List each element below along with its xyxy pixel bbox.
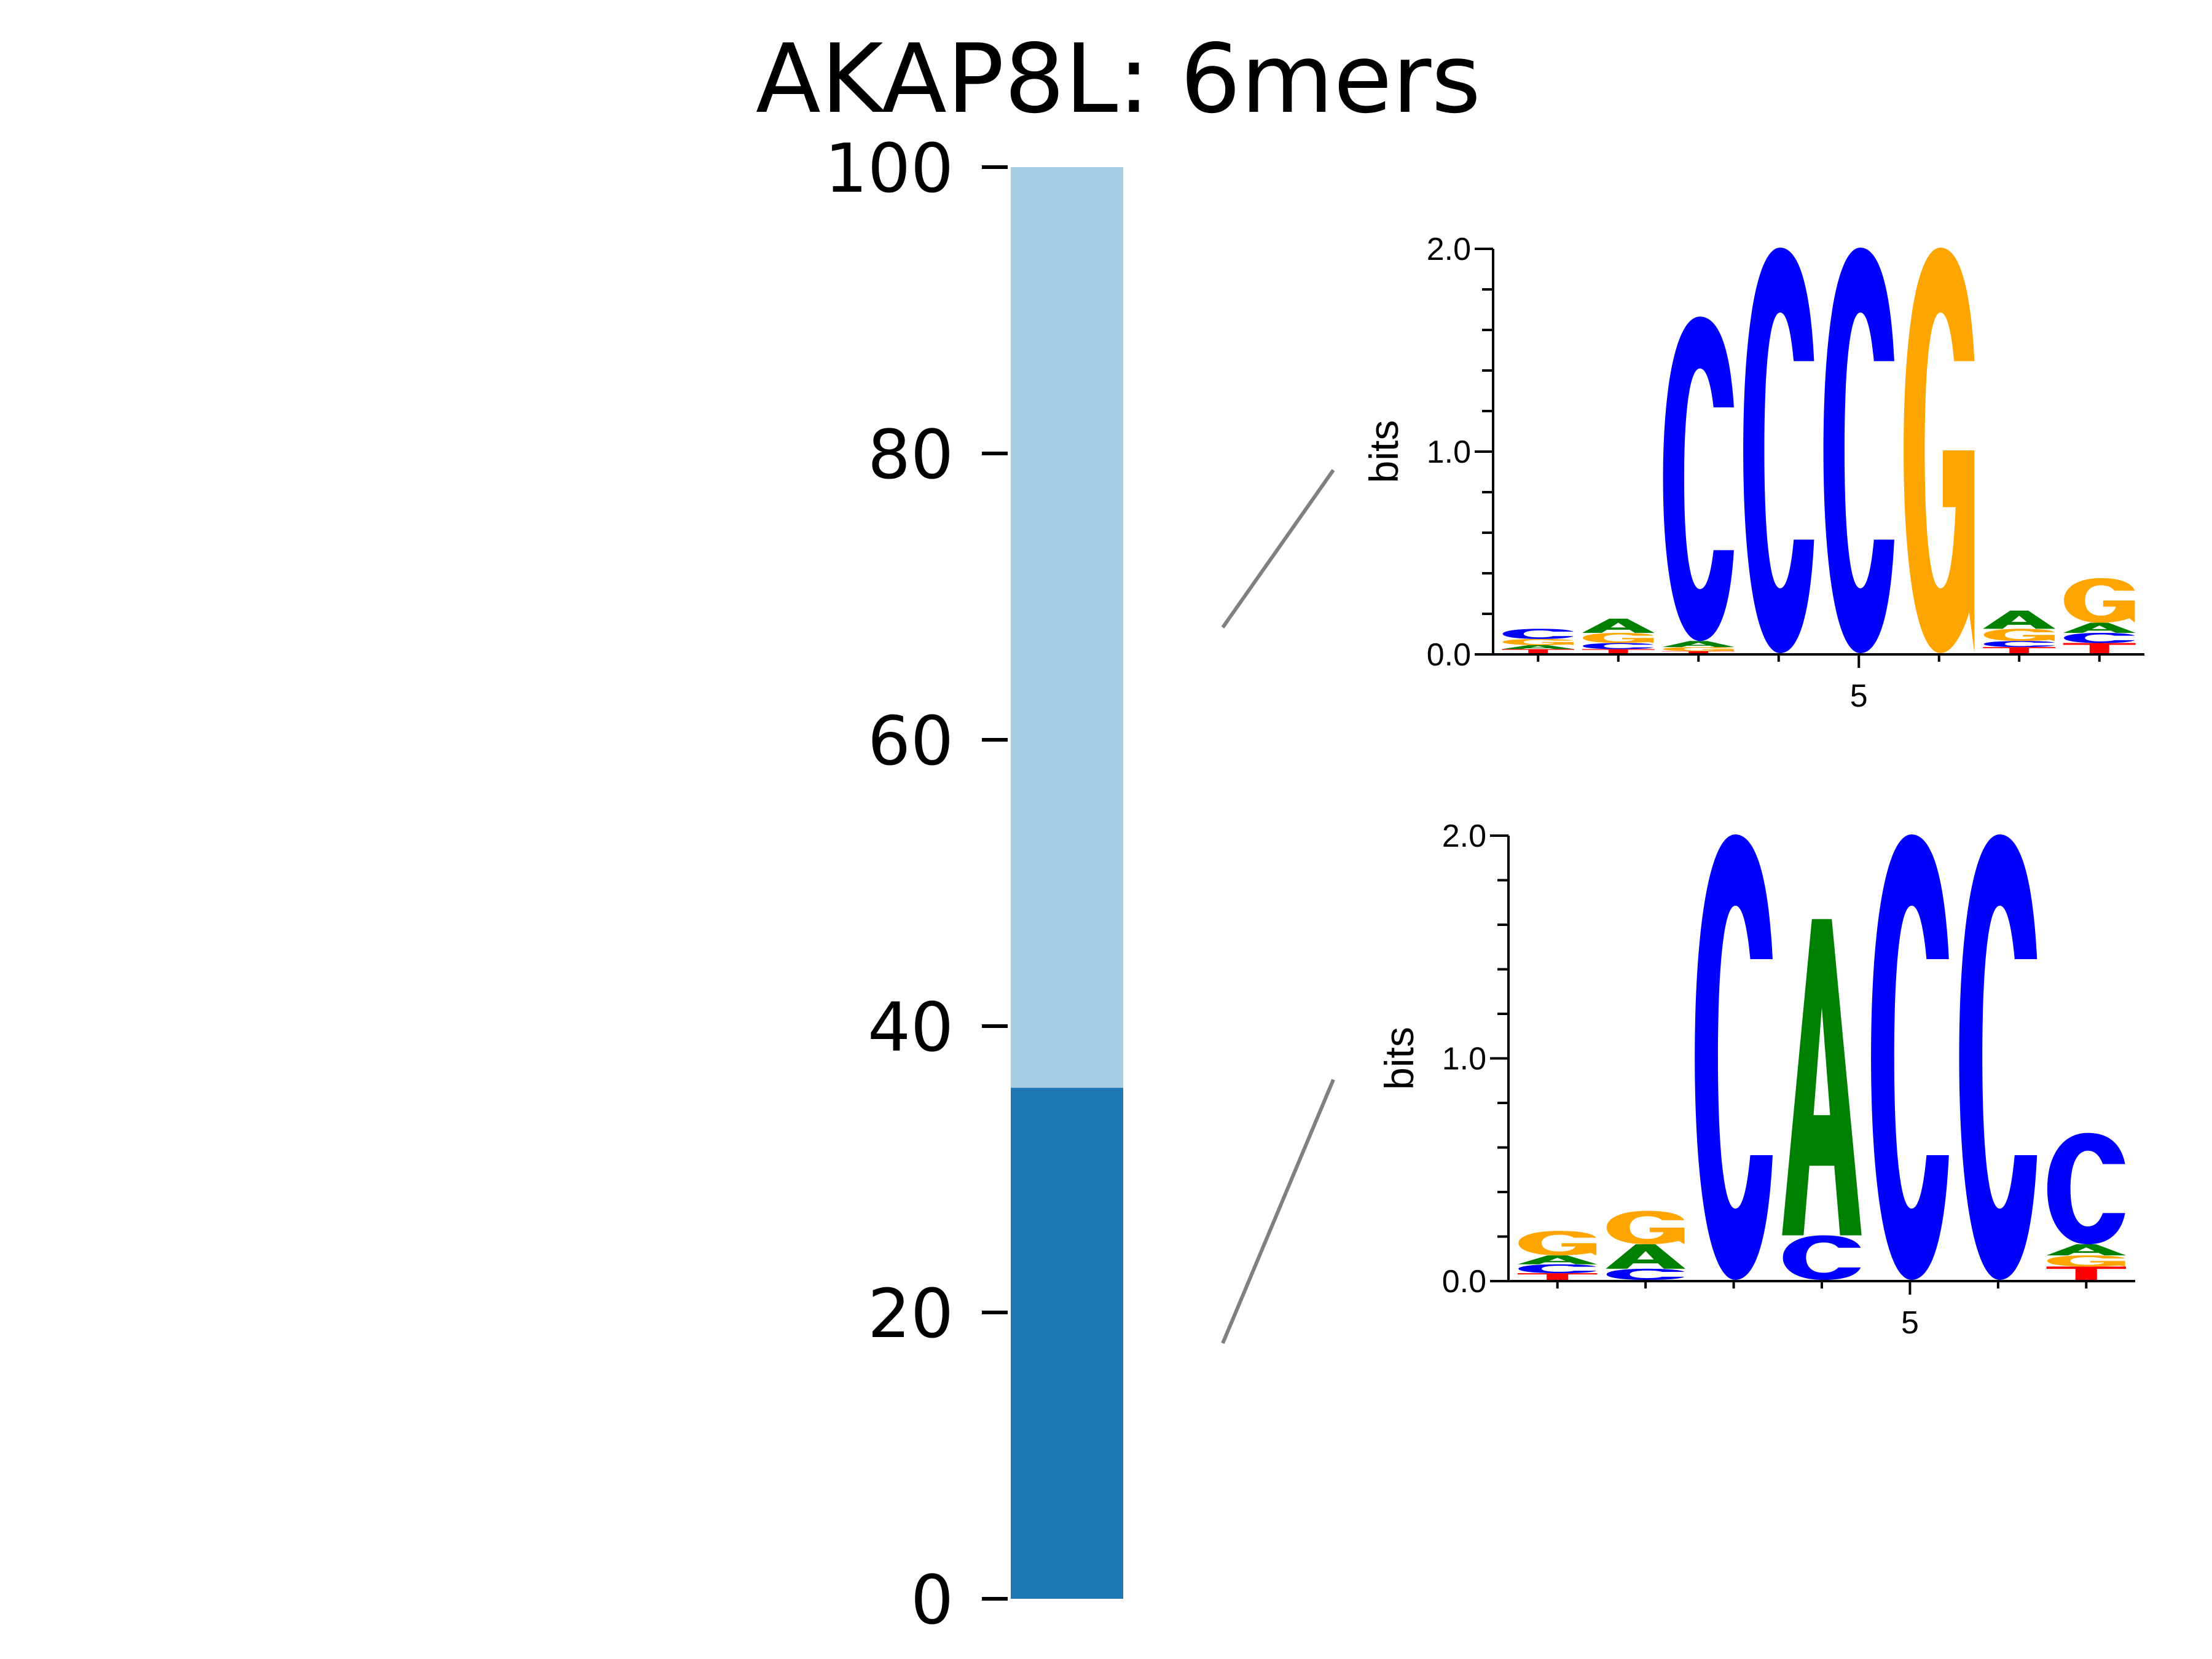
logo-y-tick-label: 0.0 [1427,637,1471,673]
logo-y-tick-label: 2.0 [1427,232,1471,267]
connector-line-2 [1221,1078,1335,1344]
logo-letter-a [1983,610,2056,629]
logo-letter-g [1904,248,1975,653]
logo-letter-a [1582,618,1655,633]
logo-letter-c [1959,834,2037,1280]
connector-line-1 [1221,469,1335,629]
y-tick-label: 100 [825,129,954,208]
logo-letter-t [1983,647,2056,653]
logo-letter-c [2047,1132,2125,1244]
logo-y-tick-label: 0.0 [1442,1264,1486,1300]
logo-letter-a [1517,1255,1598,1265]
y-axis: 0 20 40 60 80 100 [825,129,1008,1639]
logo-letter-t [2063,643,2136,653]
chart-title: AKAP8L: 6mers [756,23,1481,135]
logo-letter-g [2047,1255,2125,1267]
logo-letter-c [1583,643,1654,649]
motif-logo-1: 0.0 1.0 2.0 bits 5 [1361,232,2144,714]
logo-letter-a [1782,919,1862,1236]
y-tick-label: 40 [868,988,954,1067]
logo-letter-a [1502,645,1575,649]
logo-letter-g [1518,1231,1597,1256]
motif-logo-2: 0.0 1.0 2.0 bits 5 [1376,818,2135,1341]
y-tick-label: 80 [868,415,954,494]
logo-y-label: bits [1361,420,1406,484]
connector-lines [1221,469,1335,1344]
logo-y-label: bits [1376,1027,1422,1090]
logo-letter-c [1983,641,2055,648]
logo-letter-c [1743,248,1814,653]
logo-y-tick-label: 2.0 [1442,818,1486,854]
logo-x-tick-label: 5 [1901,1305,1919,1341]
logo-letter-g [1583,633,1654,643]
y-tick-label: 0 [911,1561,954,1639]
logo-letter-a [2046,1244,2127,1256]
logo-letter-a [1662,641,1735,648]
logo-letter-g [1606,1210,1685,1244]
logo-letter-c [2064,633,2135,643]
bar-segment-1 [1011,167,1123,1088]
logo-letter-a [2063,622,2136,633]
logo-letter-c [1823,248,1894,653]
logo-y-tick-label: 1.0 [1427,434,1471,470]
logo-letter-t [1517,1273,1598,1280]
logo-letter-c [1783,1235,1861,1280]
y-tick-label: 20 [868,1274,954,1353]
logo-letter-g [1983,629,2055,641]
logo-letter-g [2064,578,2135,623]
logo-letter-c [1663,316,1734,641]
logo-letter-t [2046,1266,2127,1280]
logo-letter-c [1695,834,1773,1280]
logo-letter-t [1502,649,1575,653]
logo-letter-t [1582,649,1655,653]
logo-letter-c [1606,1268,1685,1280]
logo-letter-c [1871,834,1949,1280]
stacked-bar [1011,167,1123,1599]
logo-y-tick-label: 1.0 [1442,1041,1486,1077]
logo-letter-g [1502,638,1574,645]
logo-letter-c [1518,1264,1597,1274]
bar-segment-0 [1011,1088,1123,1599]
logo-letter-g [1663,647,1734,651]
logo-letter-a [1606,1244,1685,1269]
logo-x-tick-label: 5 [1850,678,1868,714]
motif-logos: 0.0 1.0 2.0 bits 5 0.0 1.0 2.0 bits 5 [1361,232,2144,1341]
y-tick-label: 60 [868,702,954,780]
logo-letter-t [1662,651,1735,653]
logo-letter-c [1502,629,1574,639]
